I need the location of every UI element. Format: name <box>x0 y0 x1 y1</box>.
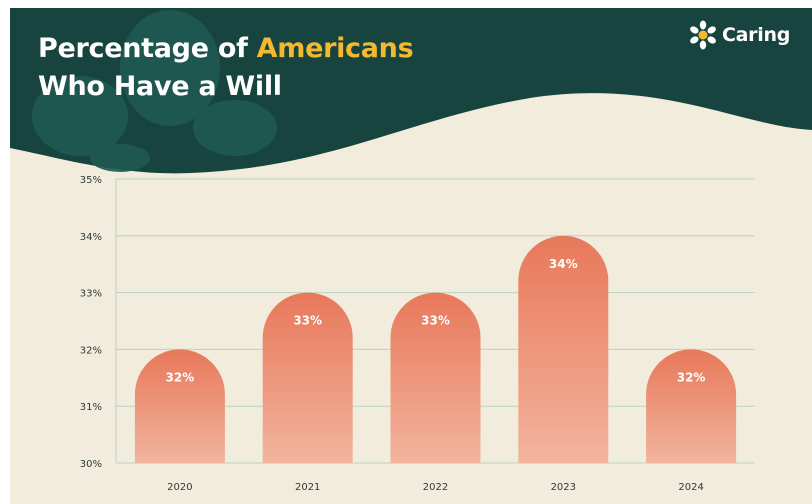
x-tick-label: 2024 <box>678 482 703 493</box>
bar-2022 <box>390 292 481 463</box>
bars <box>134 235 737 463</box>
bar-chart: 30%31%32%33%34%35% 32%33% 33%34%32% 2020 2… <box>80 175 755 493</box>
bar-2020 <box>134 349 225 463</box>
data-label: 32% <box>166 370 195 384</box>
y-axis-labels: 30% 31% 32% 33% 34% 35% <box>80 175 102 470</box>
title-highlight: Americans <box>256 33 414 64</box>
data-labels: 32% 33% 33% 34% 32% <box>166 257 706 385</box>
y-tick-label: 35% <box>80 175 102 186</box>
x-axis-labels: 2020 2021 2022 2023 2024 <box>167 482 704 493</box>
bar-2023 <box>518 235 609 463</box>
chart-title: Percentage of Americans Who Have a Will <box>38 30 414 106</box>
y-tick-label: 30% <box>80 459 102 470</box>
x-tick-label: 2021 <box>295 482 320 493</box>
y-tick-label: 34% <box>80 232 102 243</box>
title-part-1: Percentage of <box>38 33 248 64</box>
y-tick-label: 33% <box>80 289 102 300</box>
caring-logo: Caring <box>688 20 790 50</box>
bar-2024 <box>646 349 737 463</box>
data-label: 32% <box>677 370 706 384</box>
header-banner <box>10 8 812 174</box>
title-line-2: Who Have a Will <box>38 71 282 102</box>
decorative-leaf-shapes <box>32 10 277 172</box>
bar-2021 <box>262 292 353 463</box>
x-tick-label: 2020 <box>167 482 192 493</box>
data-label: 33% <box>421 314 450 328</box>
x-tick-label: 2022 <box>423 482 448 493</box>
sunflower-icon <box>690 20 716 50</box>
y-tick-label: 31% <box>80 402 102 413</box>
brand-name: Caring <box>722 24 790 46</box>
y-tick-label: 32% <box>80 345 102 356</box>
data-label: 34% <box>549 257 578 271</box>
chart-frame: Percentage of Americans Who Have a Will … <box>10 8 812 504</box>
data-label: 33% <box>293 314 322 328</box>
x-tick-label: 2023 <box>551 482 576 493</box>
